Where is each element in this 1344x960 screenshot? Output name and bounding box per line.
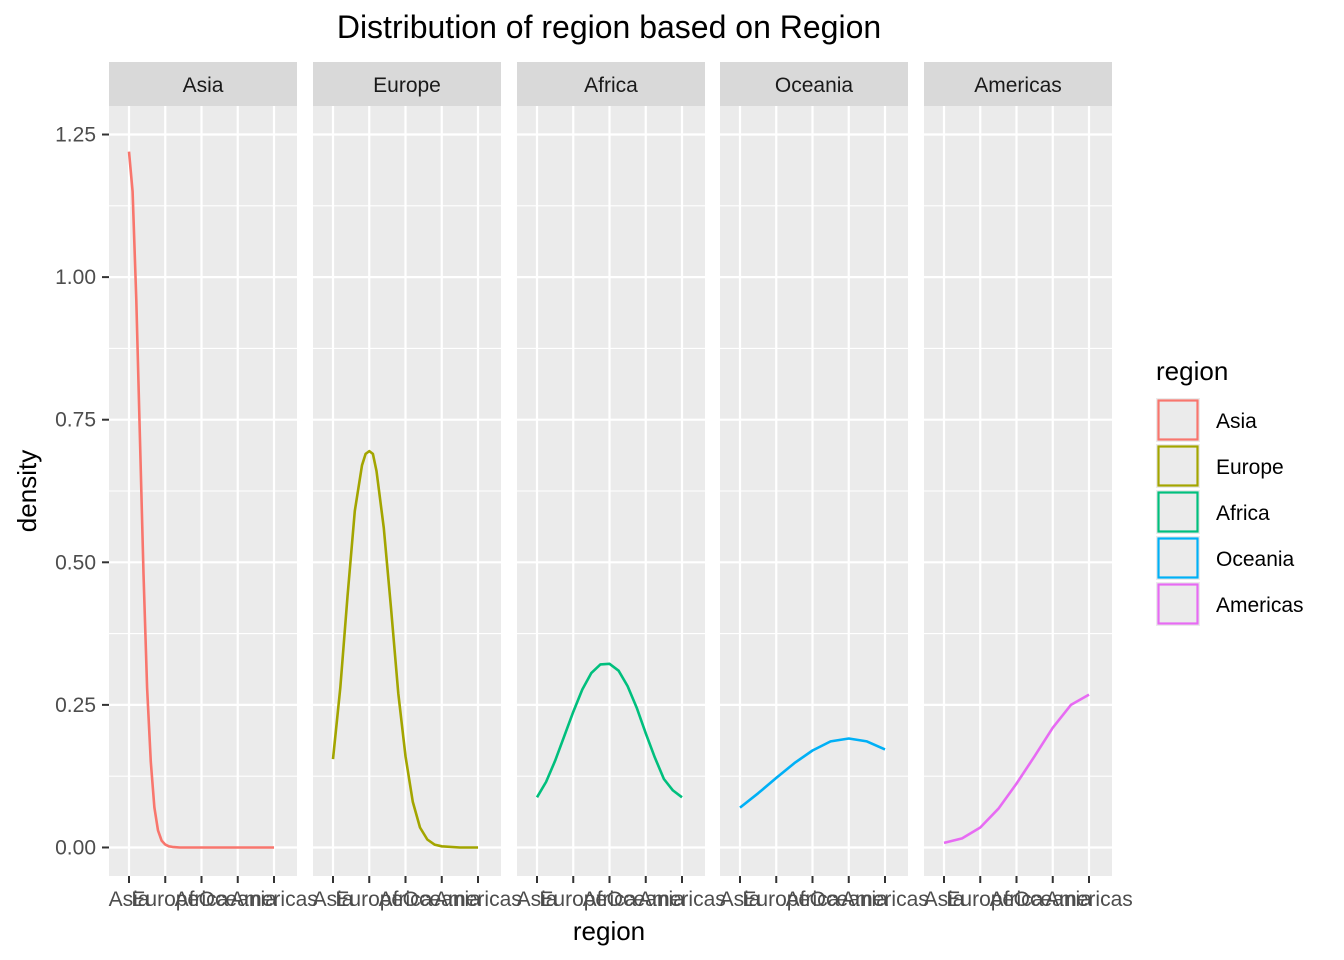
strip-label: Europe xyxy=(373,74,441,97)
y-tick-label: 1.25 xyxy=(55,124,96,147)
x-tick-label: Americas xyxy=(230,888,318,911)
legend-label: Americas xyxy=(1216,594,1304,617)
chart-title: Distribution of region based on Region xyxy=(337,9,881,45)
strip-label: Asia xyxy=(183,74,224,97)
strip-label: Africa xyxy=(584,74,638,97)
y-axis: 0.00 0.25 0.50 0.75 1.00 1.25 xyxy=(55,124,109,859)
legend-key-background xyxy=(1156,536,1200,580)
x-tick-label: Oceania xyxy=(810,888,889,911)
legend-item-oceania: Oceania xyxy=(1156,536,1295,580)
x-tick-label: Africa xyxy=(175,888,229,911)
strip-background xyxy=(109,62,297,106)
x-axis-title: region xyxy=(573,916,645,946)
legend-key-background xyxy=(1156,490,1200,534)
density-curve-europe xyxy=(331,449,478,849)
x-tick-label: Americas xyxy=(434,888,522,911)
legend-item-africa: Africa xyxy=(1156,490,1270,534)
x-tick-label: Asia xyxy=(924,888,965,911)
legend-key-background xyxy=(1156,444,1200,488)
legend-item-europe: Europe xyxy=(1156,444,1284,488)
x-tick-label: Americas xyxy=(638,888,726,911)
x-tick-label: Europe xyxy=(742,888,810,911)
x-tick-label: Europe xyxy=(946,888,1014,911)
y-tick-label: 1.00 xyxy=(55,266,96,289)
legend-key-swatch xyxy=(1157,491,1199,533)
legend-label: Asia xyxy=(1216,410,1257,433)
y-tick-label: 0.00 xyxy=(55,836,96,859)
x-tick-label: Europe xyxy=(131,888,199,911)
x-tick-label: Oceania xyxy=(1014,888,1093,911)
legend: region Asia Europe Africa Oceania Americas xyxy=(1156,356,1304,626)
legend-key-background xyxy=(1156,398,1200,442)
legend-title: region xyxy=(1156,356,1228,386)
x-tick-label: Africa xyxy=(583,888,637,911)
legend-key-background xyxy=(1156,582,1200,626)
x-tick-label: Africa xyxy=(379,888,433,911)
legend-key-swatch xyxy=(1157,399,1199,441)
x-tick-label: Americas xyxy=(841,888,929,911)
y-tick-label: 0.25 xyxy=(55,694,96,717)
x-tick-label: Asia xyxy=(109,888,150,911)
strip-background xyxy=(924,62,1112,106)
x-tick-label: Oceania xyxy=(403,888,482,911)
strip-label: Oceania xyxy=(775,74,854,97)
y-axis-title: density xyxy=(12,450,42,532)
x-tick-label: Europe xyxy=(335,888,403,911)
strip-background xyxy=(720,62,908,106)
legend-key-swatch xyxy=(1157,583,1199,625)
density-curve-americas xyxy=(943,693,1090,845)
legend-label: Europe xyxy=(1216,456,1284,479)
x-tick-label: Africa xyxy=(990,888,1044,911)
density-curve-oceania xyxy=(739,737,886,809)
legend-key-swatch xyxy=(1157,537,1199,579)
legend-label: Oceania xyxy=(1216,548,1295,571)
legend-key-swatch xyxy=(1157,445,1199,487)
y-tick-label: 0.75 xyxy=(55,409,96,432)
legend-item-asia: Asia xyxy=(1156,398,1257,442)
x-tick-label: Asia xyxy=(720,888,761,911)
strip-label: Americas xyxy=(974,74,1062,97)
x-tick-label: Asia xyxy=(517,888,558,911)
legend-item-americas: Americas xyxy=(1156,582,1304,626)
strip-background xyxy=(313,62,501,106)
y-tick-label: 0.50 xyxy=(55,551,96,574)
facet-panels: AsiaAsiaEuropeAfricaOceaniaAmericasEurop… xyxy=(109,62,1133,911)
x-tick-label: Africa xyxy=(786,888,840,911)
density-curve-asia xyxy=(127,151,274,849)
strip-background xyxy=(517,62,705,106)
x-tick-label: Asia xyxy=(313,888,354,911)
density-curve-africa xyxy=(535,662,683,799)
legend-label: Africa xyxy=(1216,502,1270,525)
x-tick-label: Americas xyxy=(1045,888,1133,911)
x-tick-label: Europe xyxy=(539,888,607,911)
x-tick-label: Oceania xyxy=(607,888,686,911)
x-tick-label: Oceania xyxy=(199,888,278,911)
